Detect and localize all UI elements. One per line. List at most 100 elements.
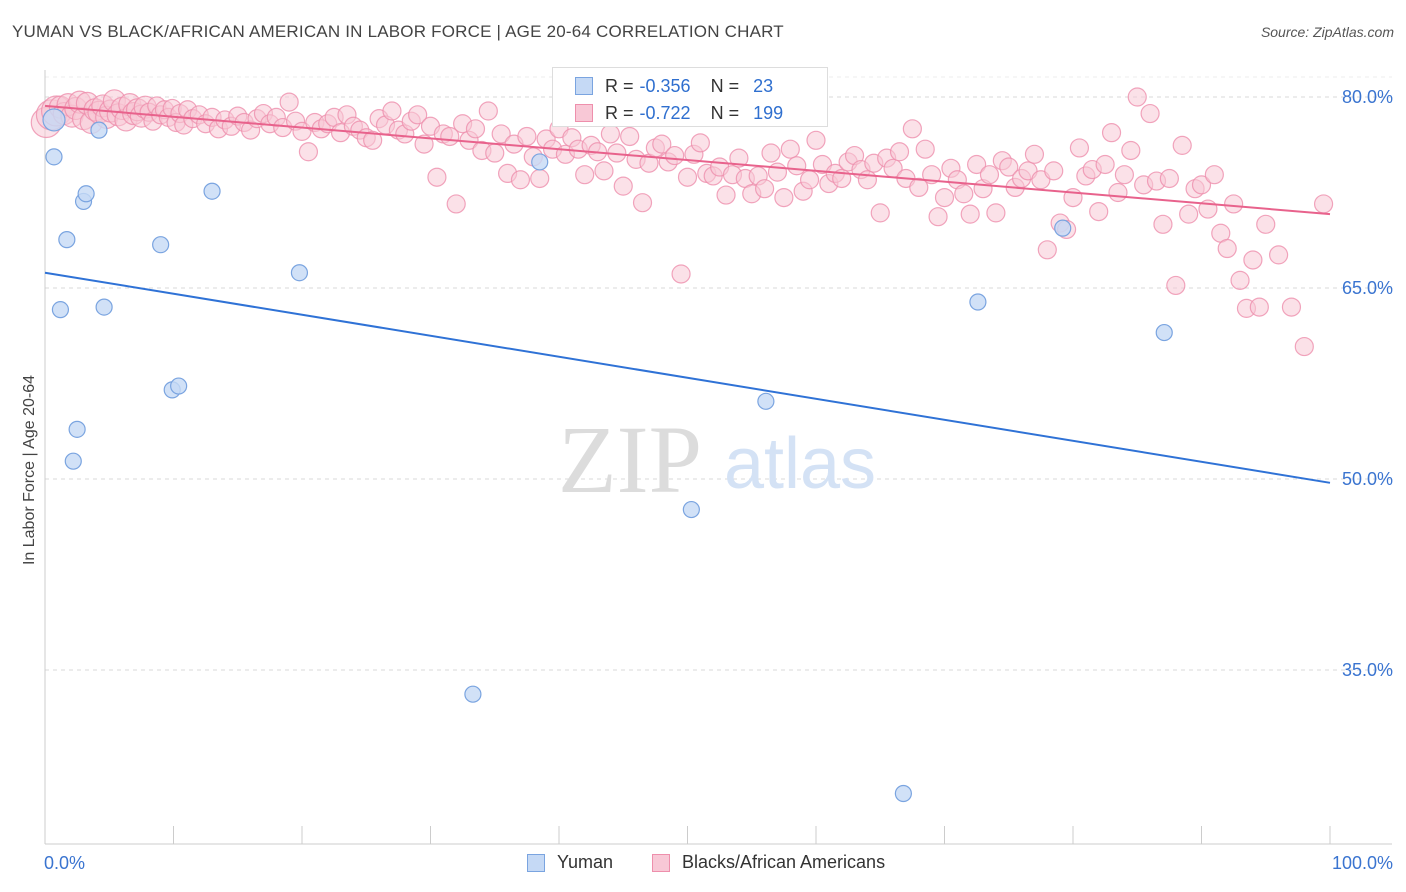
yuman-point (45, 148, 63, 166)
stats-row-black: R = -0.722 N = 199 (553, 101, 783, 125)
black-point (1294, 336, 1314, 357)
black-point (414, 134, 434, 154)
yuman-point (1054, 219, 1072, 237)
n-value: 199 (753, 102, 784, 123)
trend-lines (44, 104, 1331, 484)
black-point (806, 130, 826, 150)
black-point (1179, 204, 1199, 224)
black-point (1191, 175, 1212, 195)
black-point (729, 148, 749, 168)
yuman-point (1155, 323, 1173, 342)
black-point (1108, 182, 1128, 203)
black-point (1024, 144, 1045, 164)
black-point (382, 101, 402, 121)
black-trend-line (44, 104, 1331, 216)
yuman-point (682, 500, 700, 519)
black-point (979, 165, 1000, 185)
yuman-point (170, 377, 188, 395)
n-label: N = (710, 102, 740, 123)
black-point (1101, 123, 1122, 143)
source-label: Source: ZipAtlas.com (1260, 24, 1394, 40)
yuman-point (42, 108, 66, 132)
black-point (1172, 135, 1192, 155)
watermark-zip: ZIP (558, 406, 702, 513)
black-point (934, 187, 955, 208)
black-point (1159, 168, 1179, 189)
black-point (999, 157, 1019, 177)
yuman-point (152, 236, 170, 254)
black-point (870, 203, 890, 223)
yuman-point (90, 121, 108, 139)
black-point (1037, 240, 1057, 260)
black-point (1256, 214, 1276, 234)
y-tick-label: 50.0% (1342, 469, 1393, 489)
black-point (780, 139, 800, 159)
yuman-point (290, 264, 309, 282)
black-point (986, 203, 1006, 223)
black-point (613, 176, 633, 196)
yuman-point (68, 420, 86, 438)
yuman-point (203, 182, 221, 200)
black-swatch (652, 853, 670, 872)
black-point (922, 165, 942, 185)
legend-label-black: Blacks/African Americans (682, 852, 886, 872)
black-point (1281, 297, 1302, 317)
black-point (1217, 238, 1237, 259)
black-point (652, 134, 672, 154)
yuman-trend-line (44, 271, 1331, 484)
black-point (298, 142, 319, 162)
black-swatch (575, 104, 593, 122)
yuman-swatch (575, 77, 593, 95)
black-point (754, 179, 775, 199)
x-tick-label: 100.0% (1332, 853, 1393, 873)
black-point (1268, 245, 1289, 265)
black-point (761, 143, 781, 163)
black-point (478, 101, 498, 121)
black-point (902, 119, 922, 139)
black-point (1089, 202, 1109, 222)
black-point (716, 185, 736, 205)
yuman-swatch (527, 853, 545, 872)
black-point (1095, 154, 1115, 175)
black-point (774, 187, 794, 208)
black-point (279, 92, 299, 112)
yuman-point (77, 185, 95, 203)
yuman-point (531, 153, 549, 171)
r-label: R = (605, 102, 634, 123)
yuman-point (464, 685, 482, 703)
black-point (575, 165, 595, 185)
black-point (1166, 275, 1186, 296)
watermark-atlas: atlas (724, 424, 876, 504)
series-black-points (30, 87, 1334, 357)
legend-label-yuman: Yuman (557, 852, 614, 872)
black-point (465, 119, 486, 139)
black-point (363, 130, 383, 150)
black-point (1243, 250, 1263, 270)
black-point (1153, 214, 1173, 234)
black-point (889, 142, 910, 162)
yuman-point (58, 231, 76, 249)
black-point (408, 105, 428, 125)
black-point (690, 133, 710, 153)
black-point (1140, 103, 1160, 124)
black-point (799, 170, 820, 190)
black-point (954, 184, 974, 204)
x-tick-label: 0.0% (44, 853, 85, 873)
black-point (594, 161, 614, 181)
black-point (767, 162, 788, 182)
black-point (1249, 297, 1269, 317)
black-point (665, 145, 685, 166)
y-tick-label: 80.0% (1342, 87, 1393, 107)
black-point (1121, 140, 1141, 161)
yuman-point (894, 784, 912, 803)
black-point (909, 177, 929, 198)
black-point (1127, 87, 1147, 107)
black-point (857, 170, 878, 190)
black-point (510, 170, 531, 190)
black-point (600, 124, 621, 144)
black-point (1069, 138, 1090, 158)
black-point (530, 168, 550, 189)
n-label: N = (710, 75, 740, 96)
black-point (1044, 161, 1064, 181)
